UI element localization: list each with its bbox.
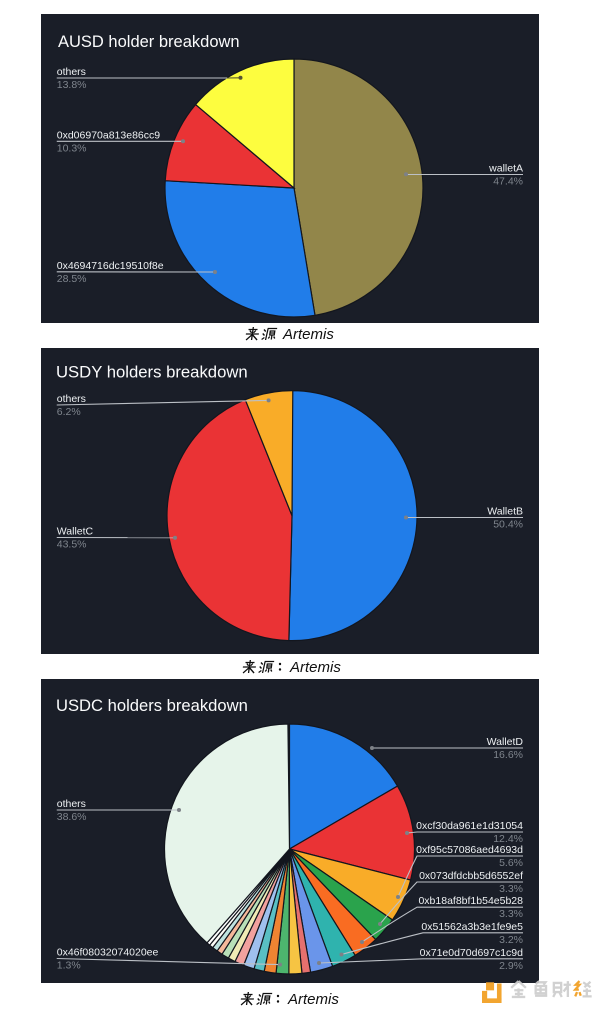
svg-text:USDY holders breakdown: USDY holders breakdown — [56, 363, 248, 382]
svg-text:3.2%: 3.2% — [499, 934, 523, 946]
svg-text:0xd06970a813e86cc9: 0xd06970a813e86cc9 — [57, 129, 161, 141]
svg-text:WalletD: WalletD — [487, 736, 524, 748]
svg-text:others: others — [57, 66, 86, 78]
svg-text:0xf95c57086aed4693d: 0xf95c57086aed4693d — [416, 844, 523, 856]
svg-text:0xb18af8bf1b54e5b28: 0xb18af8bf1b54e5b28 — [418, 895, 523, 907]
svg-text:6.2%: 6.2% — [57, 406, 81, 418]
svg-text:WalletB: WalletB — [487, 506, 523, 518]
svg-text:Artemis: Artemis — [287, 991, 339, 1008]
svg-text:3.3%: 3.3% — [499, 908, 523, 920]
svg-text:1.3%: 1.3% — [57, 960, 81, 972]
svg-text:38.6%: 38.6% — [57, 811, 87, 823]
svg-text:0x073dfdcbb5d6552ef: 0x073dfdcbb5d6552ef — [419, 870, 523, 882]
svg-text:16.6%: 16.6% — [493, 749, 523, 761]
svg-text:12.4%: 12.4% — [493, 833, 523, 845]
svg-text:walletA: walletA — [488, 163, 523, 175]
svg-text:USDC holders breakdown: USDC holders breakdown — [56, 696, 248, 715]
svg-text:0x4694716dc19510f8e: 0x4694716dc19510f8e — [57, 260, 164, 272]
svg-text:0x51562a3b3e1fe9e5: 0x51562a3b3e1fe9e5 — [421, 921, 523, 933]
svg-text:28.5%: 28.5% — [57, 273, 87, 285]
svg-text:Artemis: Artemis — [282, 326, 334, 343]
svg-text:others: others — [57, 393, 86, 405]
svg-text:47.4%: 47.4% — [493, 176, 523, 188]
svg-text:2.9%: 2.9% — [499, 960, 523, 972]
svg-text:10.3%: 10.3% — [57, 142, 87, 154]
svg-text:AUSD holder breakdown: AUSD holder breakdown — [58, 33, 240, 51]
svg-text:5.6%: 5.6% — [499, 857, 523, 869]
svg-text:43.5%: 43.5% — [57, 539, 87, 551]
svg-text:0xcf30da961e1d31054: 0xcf30da961e1d31054 — [416, 820, 523, 832]
svg-text:50.4%: 50.4% — [493, 519, 523, 531]
svg-text:WalletC: WalletC — [57, 526, 94, 538]
svg-text:0x46f08032074020ee: 0x46f08032074020ee — [57, 947, 159, 959]
svg-text:0x71e0d70d697c1c9d: 0x71e0d70d697c1c9d — [420, 947, 524, 959]
svg-text:13.8%: 13.8% — [57, 79, 87, 91]
svg-text:Artemis: Artemis — [289, 659, 341, 676]
svg-text:3.3%: 3.3% — [499, 883, 523, 895]
svg-text:others: others — [57, 798, 86, 810]
